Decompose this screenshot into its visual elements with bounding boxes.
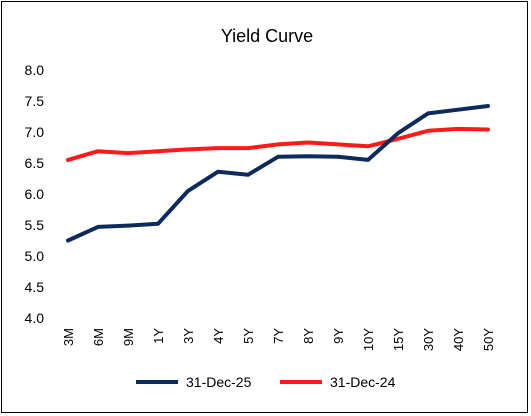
- x-tick-label: 5Y: [241, 328, 256, 344]
- x-tick-label: 30Y: [421, 328, 436, 351]
- x-tick-label: 8Y: [301, 328, 316, 344]
- x-tick-label: 40Y: [451, 328, 466, 351]
- x-tick-label: 10Y: [361, 328, 376, 351]
- y-tick-label: 6.5: [25, 155, 45, 171]
- y-tick-label: 5.5: [25, 217, 45, 233]
- y-tick-label: 7.5: [25, 93, 45, 109]
- chart-title: Yield Curve: [221, 26, 313, 46]
- x-axis-ticks: 3M 6M 9M 1Y 3Y 4Y 5Y 7Y 8Y 9Y 10Y 15Y 30Y 40Y 50Y: [61, 328, 496, 351]
- series-line-0: [66, 104, 490, 243]
- x-tick-label: 3M: [61, 328, 76, 346]
- y-tick-label: 5.0: [25, 248, 45, 264]
- x-tick-label: 7Y: [271, 328, 286, 344]
- y-axis-ticks: 4.0 4.5 5.0 5.5 6.0 6.5 7.0 7.5 8.0: [25, 62, 45, 326]
- y-tick-label: 7.0: [25, 124, 45, 140]
- x-tick-label: 50Y: [481, 328, 496, 351]
- y-tick-label: 4.0: [25, 310, 45, 326]
- x-tick-label: 1Y: [151, 328, 166, 344]
- x-tick-label: 4Y: [211, 328, 226, 344]
- x-tick-label: 3Y: [181, 328, 196, 344]
- y-tick-label: 4.5: [25, 279, 45, 295]
- legend: 31-Dec-25 31-Dec-24: [136, 374, 396, 390]
- y-tick-label: 8.0: [25, 62, 45, 78]
- series-line-1: [66, 126, 490, 162]
- x-tick-label: 15Y: [391, 328, 406, 351]
- legend-label-0: 31-Dec-25: [186, 374, 252, 390]
- legend-label-1: 31-Dec-24: [330, 374, 396, 390]
- series-lines: [66, 104, 490, 243]
- y-tick-label: 6.0: [25, 186, 45, 202]
- x-tick-label: 9M: [121, 328, 136, 346]
- x-tick-label: 9Y: [331, 328, 346, 344]
- x-tick-label: 6M: [91, 328, 106, 346]
